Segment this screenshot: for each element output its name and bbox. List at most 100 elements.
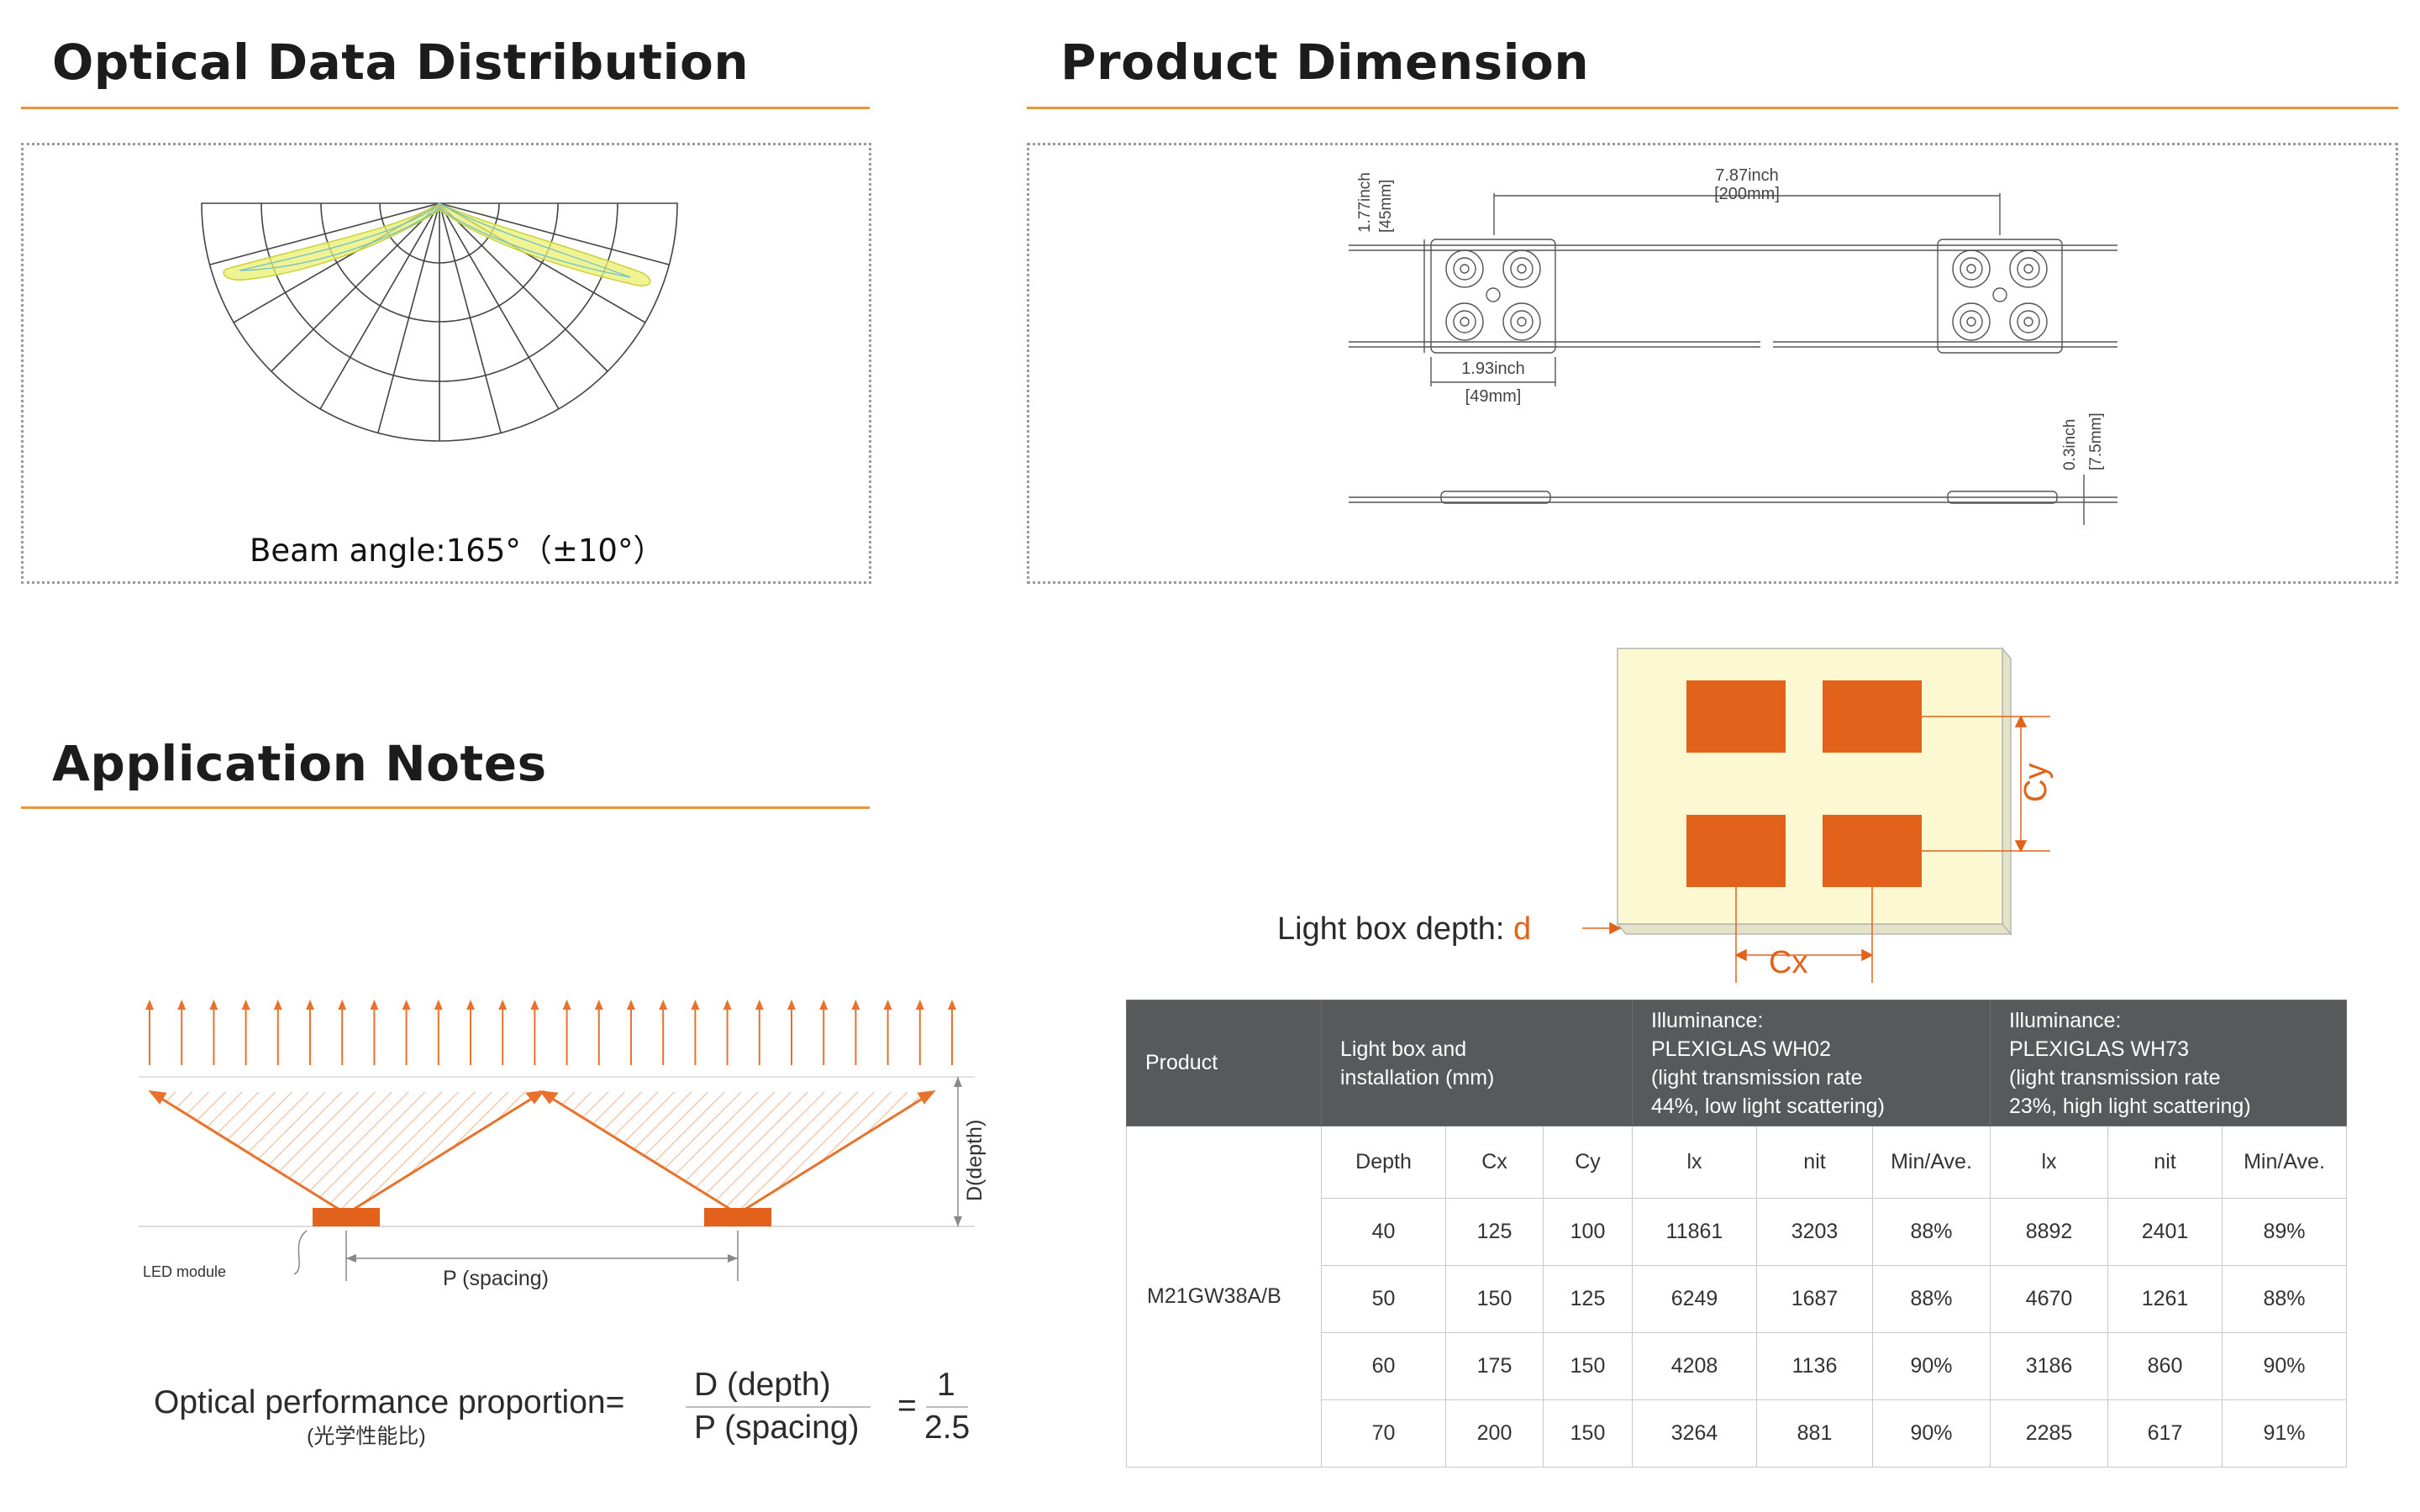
light-arrow-head [594,1000,603,1010]
cell-nit-wh73: 860 [2107,1332,2223,1400]
application-spacing-diagram: LED module P (spacing) D(depth) [139,1000,986,1290]
cell-cx: 150 [1445,1265,1544,1333]
led-block-2 [1823,680,1922,753]
thickness-inch-label: 0.3inch [2061,419,2079,470]
cell-nit-wh73: 2401 [2107,1198,2223,1266]
application-title-rule [21,806,870,809]
upward-arrows [145,1000,956,1065]
subheader-cx: Cx [1445,1126,1544,1199]
light-arrow-head [370,1000,379,1010]
cell-minave-wh02: 90% [1872,1332,1991,1400]
depth-label: D(depth) [963,1120,986,1201]
polar-distribution-diagram [201,202,678,442]
cell-nit-wh02: 1136 [1756,1332,1873,1400]
light-arrow-head [787,1000,796,1010]
light-arrow-head [177,1000,187,1010]
light-arrow-head [434,1000,443,1010]
light-arrow-head [883,1000,892,1010]
light-box-diagram: Cx Cy Light box depth: d [1277,646,2054,983]
table-row: 40 125 100 11861 3203 88% 8892 2401 89% [1127,1198,2347,1266]
application-section-title: Application Notes [52,735,547,792]
light-box [1617,648,2003,925]
dimension-section-title: Product Dimension [1060,34,1590,91]
light-arrow-head [819,1000,829,1010]
cell-minave-wh02: 90% [1872,1399,1991,1467]
header-wh73: Illuminance: PLEXIGLAS WH73 (light trans… [1990,1000,2347,1126]
cell-lx-wh73: 2285 [1990,1399,2108,1467]
light-arrow-head [466,1000,475,1010]
cell-lx-wh73: 4670 [1990,1265,2108,1333]
subheader-depth: Depth [1321,1126,1446,1199]
led-block-3 [1686,815,1786,887]
light-arrow-head [145,1000,154,1010]
led-block-1 [1686,680,1786,753]
light-arrow-head [562,1000,571,1010]
cell-depth: 40 [1321,1198,1446,1266]
cell-nit-wh02: 1687 [1756,1265,1873,1333]
cell-lx-wh73: 3186 [1990,1332,2108,1400]
led-module-1 [313,1208,380,1226]
light-arrow-head [627,1000,635,1010]
cell-cy: 125 [1543,1265,1633,1333]
spacing-label: P (spacing) [443,1267,549,1290]
header-wh02: Illuminance: PLEXIGLAS WH02 (light trans… [1632,1000,1991,1126]
formula-label: Optical performance proportion= [154,1384,625,1420]
ratio-fraction-bar [926,1406,968,1408]
subheader-nit-wh73: nit [2107,1126,2223,1199]
cell-cy: 150 [1543,1332,1633,1400]
led-module-label: LED module [143,1263,226,1280]
formula-numerator: D (depth) [694,1367,831,1403]
light-arrow-head [306,1000,314,1010]
height-mm-label: [45mm] [1377,180,1395,233]
cell-minave-wh73: 88% [2222,1265,2347,1333]
light-arrow-head [755,1000,764,1010]
light-arrow-head [659,1000,668,1010]
cell-depth: 50 [1321,1265,1446,1333]
formula-equals: = [897,1388,917,1424]
subheader-minave-wh02: Min/Ave. [1872,1126,1991,1199]
cell-lx-wh02: 3264 [1632,1399,1757,1467]
dimension-drawing-box [1027,143,2398,584]
cell-lx-wh02: 6249 [1632,1265,1757,1333]
header-installation: Light box and installation (mm) [1321,1000,1633,1126]
light-distribution-curve [223,202,651,286]
ratio-numerator: 1 [937,1367,955,1403]
thickness-mm-label: [7.5mm] [2087,412,2105,470]
cell-nit-wh02: 881 [1756,1399,1873,1467]
subheader-row: M21GW38A/B Depth Cx Cy lx nit Min/Ave. l… [1126,1126,2347,1467]
beam-angle-label: Beam angle:165°（±10°） [250,533,665,569]
ratio-denominator: 2.5 [924,1410,971,1446]
cell-lx-wh73: 8892 [1990,1198,2108,1266]
subheader-minave-wh73: Min/Ave. [2222,1126,2347,1199]
led-module-2 [704,1208,771,1226]
cell-minave-wh73: 91% [2222,1399,2347,1467]
dimension-title-rule [1027,107,2398,109]
light-arrow-head [851,1000,860,1010]
spacing-inch-label: 7.87inch [1715,166,1779,185]
cell-lx-wh02: 11861 [1632,1198,1757,1266]
formula-denominator: P (spacing) [694,1410,860,1446]
led-block-4 [1823,815,1922,887]
light-arrow-head [273,1000,282,1010]
table-row: 50 150 125 6249 1687 88% 4670 1261 88% [1127,1265,2347,1333]
light-arrow-head [338,1000,347,1010]
subheader-lx-wh73: lx [1990,1126,2108,1199]
cx-label: Cx [1769,945,1807,980]
light-arrow-head [948,1000,956,1010]
light-box-depth-label: Light box depth: d [1277,911,1531,947]
cell-cx: 200 [1445,1399,1544,1467]
cell-cx: 125 [1445,1198,1544,1266]
formula-fraction-bar [686,1406,871,1408]
cell-lx-wh02: 4208 [1632,1332,1757,1400]
header-product: Product [1126,1000,1322,1126]
cell-nit-wh73: 1261 [2107,1265,2223,1333]
cell-minave-wh02: 88% [1872,1265,1991,1333]
cell-depth: 70 [1321,1399,1446,1467]
light-arrow-head [530,1000,539,1010]
table-row: 70 200 150 3264 881 90% 2285 617 91% [1127,1399,2347,1467]
light-arrow-head [691,1000,700,1010]
subheader-cy: Cy [1543,1126,1633,1199]
height-inch-label: 1.77inch [1356,172,1374,233]
width-inch-label: 1.93inch [1461,360,1525,378]
product-model: M21GW38A/B [1126,1126,1322,1467]
